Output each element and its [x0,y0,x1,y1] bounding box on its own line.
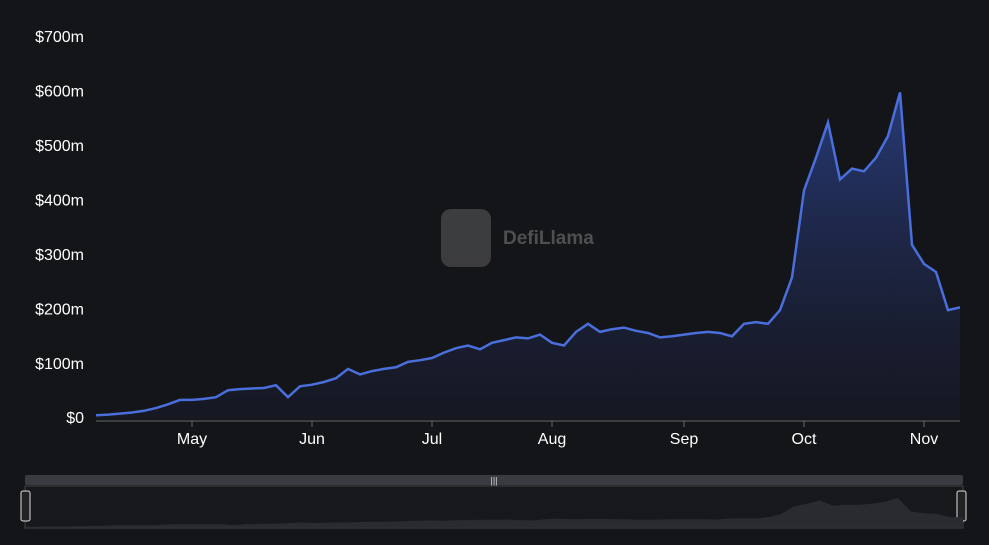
zoom-left-handle[interactable] [20,490,31,522]
watermark: DefiLlama [441,209,594,267]
y-tick-label: $700m [35,29,84,46]
y-tick-label: $0 [66,410,84,427]
minimap-area [25,497,963,527]
y-tick-label: $400m [35,193,84,210]
x-tick-label: Oct [792,431,817,448]
y-tick-label: $200m [35,301,84,318]
line [95,92,961,417]
x-tick-label: Jul [422,431,442,448]
x-tick-label: Nov [910,431,938,448]
x-tick-label: Aug [538,431,566,448]
x-tick-label: May [177,431,207,448]
watermark-text: DefiLlama [503,228,594,249]
zoom-right-handle[interactable] [956,490,967,522]
y-tick-label: $500m [35,138,84,155]
zoom-handle-bar[interactable] [25,475,963,485]
area [96,92,960,420]
x-tick-label: Jun [299,431,325,448]
x-tick-label: Sep [670,431,699,448]
zoom-grip: ||| [490,475,497,485]
y-tick-label: $600m [35,84,84,101]
watermark-logo [441,209,491,267]
y-tick-label: $100m [35,356,84,373]
y-tick-label: $300m [35,247,84,264]
